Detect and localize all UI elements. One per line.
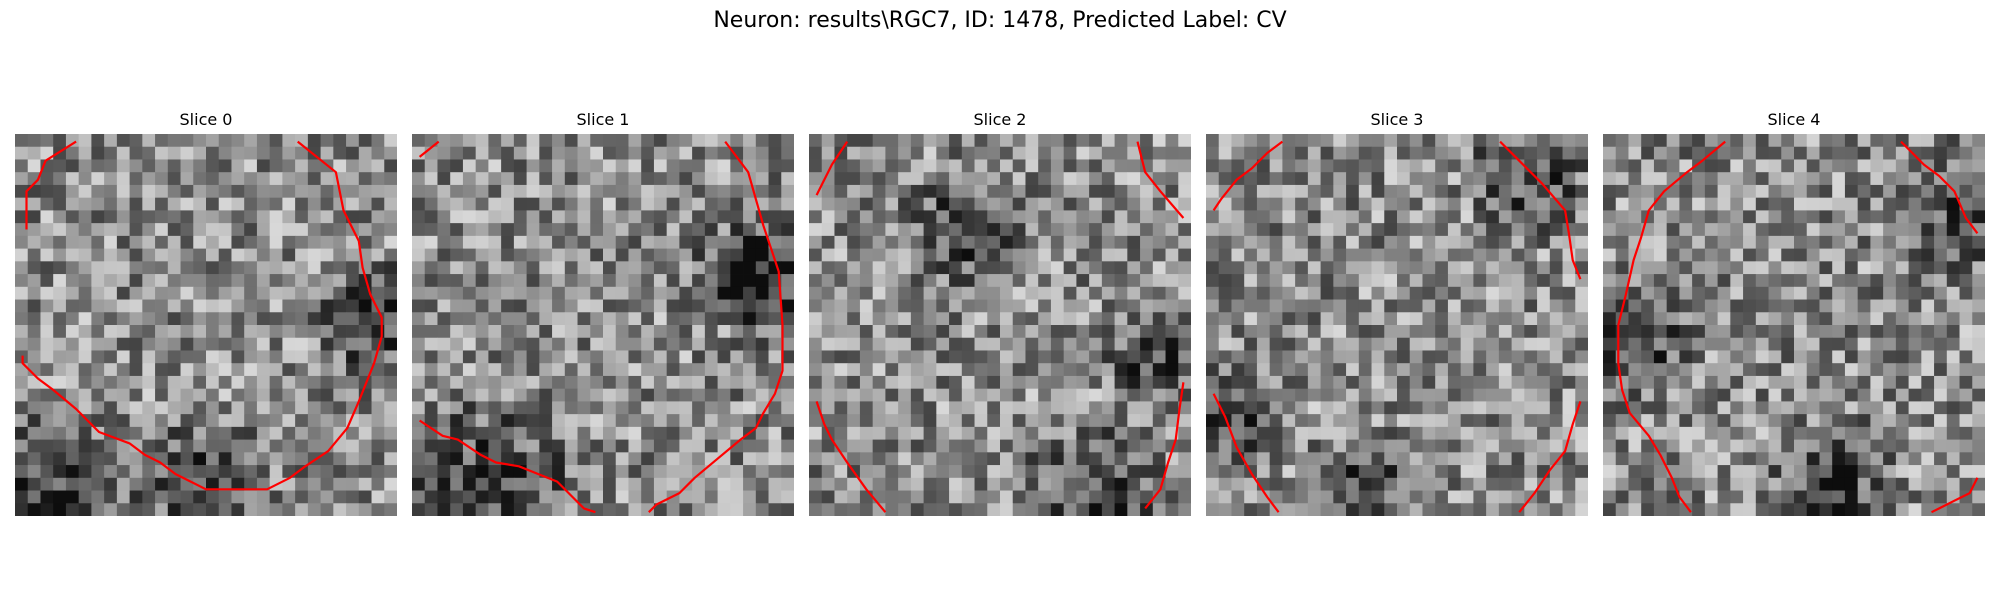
contour-line-0: [25, 140, 77, 230]
slice-4-image: [1603, 134, 1985, 516]
contour-line-1: [648, 140, 784, 513]
contour-line-3: [1144, 382, 1185, 510]
slice-0-title: Slice 0: [179, 110, 233, 129]
slice-2-image: [809, 134, 1191, 516]
contour-line-1: [1136, 141, 1185, 219]
slice-0-image: [15, 134, 397, 516]
slice-2-title: Slice 2: [973, 110, 1027, 129]
contour-line-0: [418, 140, 440, 158]
slice-1-title: Slice 1: [576, 110, 630, 129]
figure-title: Neuron: results\RGC7, ID: 1478, Predicte…: [713, 8, 1287, 33]
contour-line-2: [418, 419, 596, 514]
pixel-grid: [1603, 134, 1985, 516]
contour-line-0: [1617, 140, 1726, 513]
contour-line-1: [1499, 140, 1582, 280]
contour-line-2: [1212, 393, 1280, 513]
slice-4-title: Slice 4: [1767, 110, 1821, 129]
slice-3-image: [1206, 134, 1588, 516]
pixel-grid: [15, 134, 397, 516]
contour-line-0: [1212, 140, 1284, 212]
contour-line-0: [815, 140, 849, 196]
pixel-grid: [1206, 134, 1588, 516]
contour-line-3: [1518, 401, 1582, 513]
contour-line-2: [815, 401, 887, 513]
contour-line-2: [1931, 477, 1979, 514]
slice-1-image: [412, 134, 794, 516]
contour-line-1: [21, 140, 383, 491]
pixel-grid: [809, 134, 1191, 516]
slice-3-title: Slice 3: [1370, 110, 1424, 129]
pixel-grid: [412, 134, 794, 516]
contour-line-1: [1900, 140, 1979, 234]
